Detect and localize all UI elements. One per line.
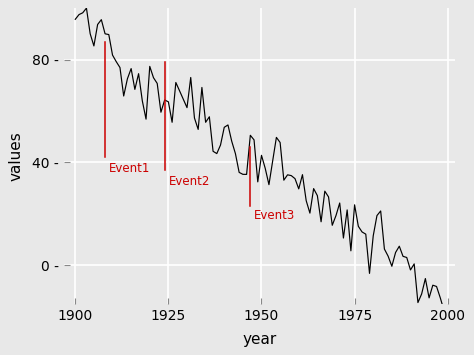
X-axis label: year: year — [243, 332, 277, 347]
Text: Event2: Event2 — [168, 175, 210, 188]
Text: Event1: Event1 — [109, 163, 150, 175]
Y-axis label: values: values — [9, 131, 23, 181]
Text: Event3: Event3 — [254, 209, 295, 222]
